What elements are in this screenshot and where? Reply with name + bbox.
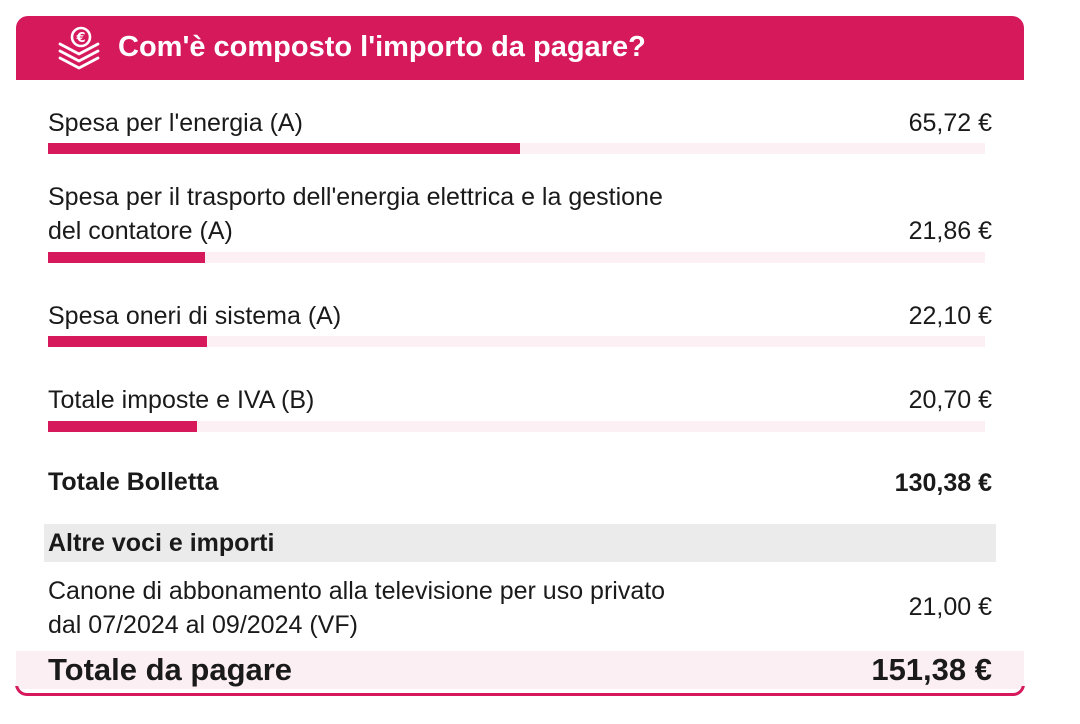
transport-cost-label-line2: del contatore (A) [48, 217, 233, 245]
system-charges-value: 22,10 € [908, 302, 992, 330]
card-header: € Com'è composto l'importo da pagare? [16, 16, 1024, 80]
energy-cost-bar-fill [48, 143, 521, 154]
system-charges-label: Spesa oneri di sistema (A) [48, 302, 342, 330]
other-items-title: Altre voci e importi [48, 529, 275, 557]
transport-cost-bar [48, 252, 985, 263]
other-items-header: Altre voci e importi [44, 524, 996, 562]
energy-cost-label: Spesa per l'energia (A) [48, 109, 303, 137]
tv-license-label-line2: dal 07/2024 al 09/2024 (VF) [48, 611, 358, 639]
tv-license-value: 21,00 € [908, 593, 992, 621]
tv-license-label-line1: Canone di abbonamento alla televisione p… [48, 577, 666, 605]
bill-total-value: 130,38 € [894, 469, 992, 497]
taxes-bar [48, 421, 985, 432]
bill-total-label: Totale Bolletta [48, 468, 219, 496]
stacked-coins-euro-icon: € [56, 26, 102, 70]
energy-cost-bar [48, 143, 985, 154]
grand-total-row: Totale da pagare 151,38 € [16, 651, 1024, 689]
svg-text:€: € [75, 31, 85, 46]
system-charges-bar-fill [48, 336, 208, 347]
transport-cost-label-line1: Spesa per il trasporto dell'energia elet… [48, 183, 663, 211]
taxes-bar-fill [48, 421, 197, 432]
taxes-label: Totale imposte e IVA (B) [48, 386, 315, 414]
system-charges-bar [48, 336, 985, 347]
taxes-value: 20,70 € [908, 386, 992, 414]
transport-cost-bar-fill [48, 252, 206, 263]
bill-breakdown-card: € Com'è composto l'importo da pagare? Sp… [15, 16, 1025, 696]
grand-total-value: 151,38 € [871, 652, 992, 687]
grand-total-label: Totale da pagare [48, 652, 293, 687]
transport-cost-value: 21,86 € [908, 217, 992, 245]
card-title: Com'è composto l'importo da pagare? [118, 31, 646, 63]
energy-cost-value: 65,72 € [908, 109, 992, 137]
